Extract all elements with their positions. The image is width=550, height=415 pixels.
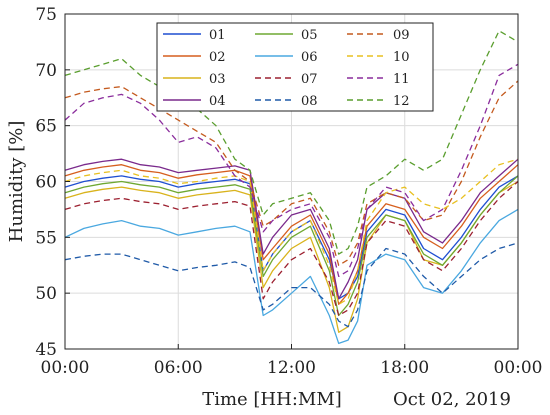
x-tick-label: 12:00 [267, 358, 316, 378]
legend-label-04: 04 [209, 94, 226, 109]
legend-label-02: 02 [209, 50, 226, 65]
legend-label-06: 06 [301, 50, 318, 65]
series-line-12 [64, 30, 519, 255]
series-line-04 [64, 158, 519, 300]
y-axis-title: Humidity [%] [6, 121, 27, 243]
y-tick-label: 65 [35, 117, 57, 137]
series-lines [64, 30, 519, 345]
x-tick-label: 00:00 [494, 358, 543, 378]
series-line-09 [64, 80, 519, 266]
series-line-01 [64, 175, 519, 300]
series-line-06 [64, 208, 519, 345]
series-line-08 [64, 242, 519, 328]
date-note: Oct 02, 2019 [393, 389, 511, 410]
legend: 01 02 03 04 05 06 07 08 09 10 11 12 [156, 22, 434, 112]
legend-label-03: 03 [209, 72, 226, 87]
legend-label-01: 01 [209, 28, 226, 43]
y-tick-label: 45 [35, 340, 57, 360]
legend-label-05: 05 [301, 28, 318, 43]
y-tick-label: 70 [35, 61, 57, 81]
legend-box [156, 22, 434, 112]
legend-label-07: 07 [301, 72, 318, 87]
y-tick-label: 60 [35, 173, 57, 193]
x-axis-title: Time [HH:MM] [202, 389, 342, 410]
y-tick-label: 55 [35, 228, 57, 248]
legend-label-08: 08 [301, 94, 318, 109]
series-line-11 [64, 63, 519, 278]
legend-label-12: 12 [393, 94, 410, 109]
x-tick-label: 06:00 [154, 358, 203, 378]
legend-label-11: 11 [393, 72, 410, 87]
series-line-05 [64, 175, 519, 317]
y-tick-label: 50 [35, 284, 57, 304]
x-tick-label: 00:00 [41, 358, 90, 378]
x-tick-label: 18:00 [380, 358, 429, 378]
legend-label-10: 10 [393, 50, 410, 65]
y-tick-label: 75 [35, 5, 57, 25]
legend-label-09: 09 [393, 28, 410, 43]
series-line-07 [64, 181, 519, 317]
series-line-03 [64, 180, 519, 333]
series-line-02 [64, 164, 519, 305]
